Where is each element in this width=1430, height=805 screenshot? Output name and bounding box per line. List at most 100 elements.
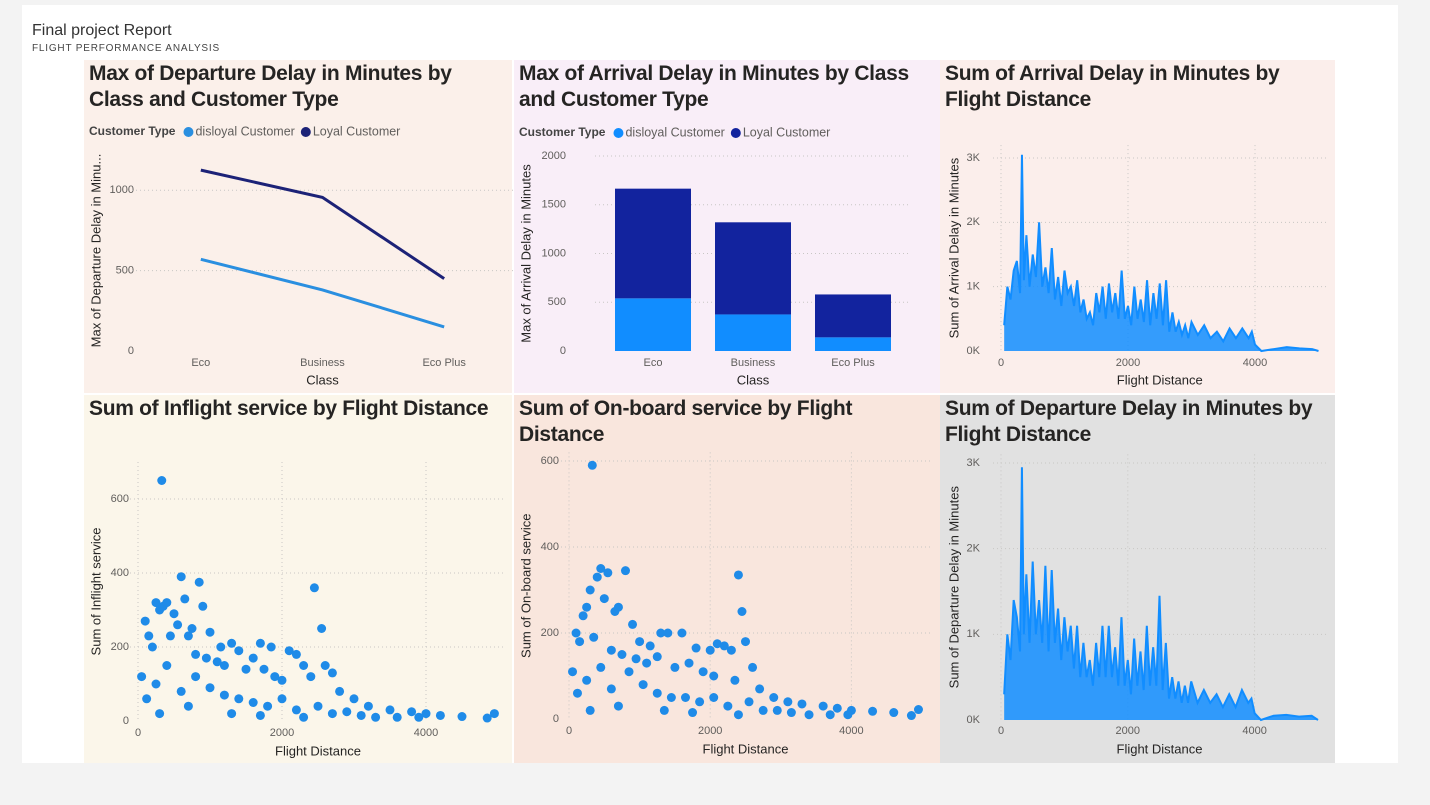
scatter-point <box>137 672 147 682</box>
scatter-point <box>906 711 916 721</box>
scatter-point <box>421 709 431 719</box>
scatter-point <box>266 642 276 652</box>
scatter-point <box>277 675 287 685</box>
scatter-point <box>585 705 595 715</box>
scatter-point <box>327 668 337 678</box>
y-axis-label: Sum of Arrival Delay in Minutes <box>946 157 961 338</box>
bar-segment <box>715 314 791 351</box>
x-tick-label: 2000 <box>1116 725 1140 737</box>
scatter-point <box>248 653 258 663</box>
scatter-point <box>889 708 899 718</box>
scatter-point <box>691 643 701 653</box>
scatter-point <box>733 710 743 720</box>
scatter-point <box>201 653 211 663</box>
y-tick-label: 3K <box>967 457 981 469</box>
scatter-point <box>758 705 768 715</box>
scatter-point <box>183 701 193 711</box>
scatter-point <box>234 694 244 704</box>
scatter-point <box>176 686 186 696</box>
scatter-point <box>719 641 729 651</box>
scatter-point <box>596 662 606 672</box>
scatter-point <box>635 637 645 647</box>
scatter-point <box>592 572 602 582</box>
legend-label: Loyal Customer <box>743 125 831 139</box>
x-axis-label: Class <box>306 372 339 387</box>
y-tick-label: 1000 <box>542 247 566 259</box>
scatter-point <box>155 709 165 719</box>
scatter-point <box>663 628 673 638</box>
scatter-point <box>680 693 690 702</box>
scatter-point <box>205 683 215 693</box>
y-tick-label: 600 <box>541 455 559 467</box>
y-tick-label: 1K <box>967 281 981 293</box>
scatter-point <box>227 709 237 719</box>
scatter-point <box>299 712 309 722</box>
y-tick-label: 0 <box>560 345 566 357</box>
scatter-point <box>737 607 747 616</box>
scatter-point <box>407 707 417 717</box>
y-tick-label: 500 <box>116 265 134 277</box>
scatter-point <box>183 631 193 641</box>
x-axis-label: Flight Distance <box>1117 741 1203 756</box>
series-line <box>1003 467 1319 722</box>
x-tick-label: 2000 <box>698 725 722 737</box>
scatter-point <box>457 712 467 722</box>
legend-marker <box>300 127 311 137</box>
bar-segment <box>715 222 791 315</box>
bar-segment <box>815 337 891 351</box>
y-tick-label: 200 <box>541 627 559 639</box>
y-tick-label: 2K <box>967 216 981 228</box>
scatter-point <box>187 624 197 633</box>
visual[interactable]: Sum of On-board service by Flight Distan… <box>514 395 940 763</box>
scatter-point <box>659 705 669 715</box>
scatter-point <box>748 662 758 672</box>
scatter-point <box>147 642 157 652</box>
x-tick-label: 0 <box>998 357 1004 369</box>
visual[interactable]: Max of Departure Delay in Minutes by Cla… <box>84 60 512 393</box>
scatter-point <box>582 602 592 612</box>
scatter-point <box>652 652 662 662</box>
scatter-point <box>631 654 641 664</box>
scatter-point <box>825 710 835 720</box>
scatter-point <box>578 611 588 621</box>
y-tick-label: 600 <box>111 493 129 505</box>
scatter-point <box>363 701 373 711</box>
scatter-point <box>783 697 793 707</box>
scatter-point <box>755 684 765 694</box>
y-tick-label: 0K <box>967 714 981 726</box>
scatter-point <box>596 564 606 573</box>
y-tick-label: 500 <box>548 296 566 308</box>
scatter-point <box>306 672 316 682</box>
scatter-point <box>309 583 319 593</box>
scatter-point <box>741 637 750 647</box>
y-tick-label: 400 <box>111 567 129 579</box>
legend-marker <box>183 127 194 137</box>
scatter-point <box>169 609 179 619</box>
x-tick-label: 4000 <box>1242 725 1266 737</box>
scatter-point <box>414 712 424 722</box>
scatter-point <box>435 710 445 720</box>
scatter-point <box>392 712 402 722</box>
bar-segment <box>615 298 691 351</box>
visual-title: Max of Arrival Delay in Minutes by Class… <box>519 62 909 111</box>
scatter-point <box>797 699 807 709</box>
scatter-point <box>219 690 229 700</box>
x-axis-label: Flight Distance <box>703 741 789 756</box>
scatter-point <box>568 667 578 677</box>
y-tick-label: 0 <box>128 345 134 357</box>
scatter-point <box>585 585 595 595</box>
x-tick-label: Business <box>731 357 776 369</box>
scatter-point <box>299 661 309 670</box>
scatter-point <box>227 638 237 648</box>
legend-label: disloyal Customer <box>195 124 294 138</box>
x-tick-label: Eco Plus <box>831 357 875 369</box>
x-tick-label: 0 <box>566 725 572 737</box>
scatter-point <box>234 646 244 656</box>
visual[interactable]: Sum of Inflight service by Flight Distan… <box>84 395 512 763</box>
x-tick-label: Business <box>300 357 345 369</box>
scatter-point <box>723 701 733 711</box>
scatter-point <box>327 709 337 719</box>
scatter-point <box>709 693 719 702</box>
x-tick-label: 0 <box>998 725 1004 737</box>
